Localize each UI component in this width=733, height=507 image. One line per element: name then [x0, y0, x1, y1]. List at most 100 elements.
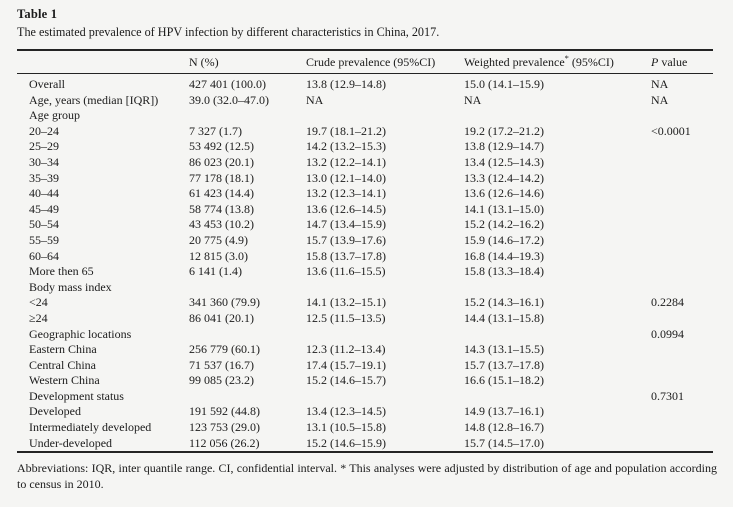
cell-n: 71 537 (16.7) — [189, 357, 254, 372]
cell-n: 86 023 (20.1) — [189, 154, 254, 169]
section-row: Body mass index — [17, 280, 713, 296]
cell-n: 20 775 (4.9) — [189, 232, 248, 247]
table-row: Intermediately developed 123 753 (29.0) 13… — [17, 420, 713, 436]
cell-p-value — [651, 108, 713, 124]
table-row: ≥24 86 041 (20.1) 12.5 (11.5–13.5) 14.4 (13… — [17, 311, 713, 327]
cell-crude-prevalence: 13.6 (12.6–14.5) — [306, 201, 386, 216]
table-row: Eastern China 256 779 (60.1) 12.3 (11.2–13… — [17, 342, 713, 358]
cell-crude-prevalence: 13.0 (12.1–14.0) — [306, 170, 386, 185]
cell-crude-prevalence: 12.3 (11.2–13.4) — [306, 342, 386, 357]
cell-p-value — [651, 342, 713, 358]
cell-weighted-prevalence: 13.4 (12.5–14.3) — [464, 154, 544, 169]
cell-crude-prevalence: 13.1 (10.5–15.8) — [306, 420, 386, 435]
table-row: Age, years (median [IQR]) 39.0 (32.0–47.0… — [17, 93, 713, 109]
section-row: Geographic locations 0.0994 — [17, 327, 713, 343]
cell-weighted-prevalence: 15.7 (13.7–17.8) — [464, 357, 544, 372]
cell-weighted-prevalence: 13.8 (12.9–14.7) — [464, 139, 544, 154]
cell-p-value — [651, 186, 713, 202]
cell-p-value — [651, 373, 713, 389]
column-header-weighted-suffix: (95%CI) — [568, 54, 614, 69]
table-row: 35–39 77 178 (18.1) 13.0 (12.1–14.0) 13.3 (… — [17, 171, 713, 187]
row-label: 20–24 — [29, 123, 59, 138]
cell-crude-prevalence: 19.7 (18.1–21.2) — [306, 123, 386, 138]
cell-weighted-prevalence: 19.2 (17.2–21.2) — [464, 123, 544, 138]
table-row: Under-developed 112 056 (26.2) 15.2 (14.6–… — [17, 436, 713, 453]
cell-weighted-prevalence: 14.3 (13.1–15.5) — [464, 342, 544, 357]
cell-crude-prevalence: 14.7 (13.4–15.9) — [306, 217, 386, 232]
column-header-n: N (%) — [189, 50, 306, 74]
row-label: Eastern China — [29, 342, 97, 357]
table-row: More then 65 6 141 (1.4) 13.6 (11.6–15.5) 1… — [17, 264, 713, 280]
cell-p-value — [651, 233, 713, 249]
cell-p-value — [651, 249, 713, 265]
cell-p-value: 0.2284 — [651, 295, 684, 310]
cell-n: 53 492 (12.5) — [189, 139, 254, 154]
row-label: <24 — [29, 295, 48, 310]
table-body: Overall 427 401 (100.0) 13.8 (12.9–14.8) 15… — [17, 74, 713, 453]
row-label: 55–59 — [29, 232, 59, 247]
cell-p-value — [651, 436, 713, 453]
cell-weighted-prevalence: 13.3 (12.4–14.2) — [464, 170, 544, 185]
row-label: 50–54 — [29, 217, 59, 232]
cell-n: 427 401 (100.0) — [189, 77, 266, 91]
row-label: 25–29 — [29, 139, 59, 154]
cell-weighted-prevalence: 14.9 (13.7–16.1) — [464, 404, 544, 419]
cell-weighted-prevalence — [464, 108, 651, 124]
cell-n: 43 453 (10.2) — [189, 217, 254, 232]
row-label: 30–34 — [29, 154, 59, 169]
cell-weighted-prevalence: 15.9 (14.6–17.2) — [464, 232, 544, 247]
table-row: Western China 99 085 (23.2) 15.2 (14.6–15.… — [17, 373, 713, 389]
cell-crude-prevalence: 14.2 (13.2–15.3) — [306, 139, 386, 154]
cell-n: 58 774 (13.8) — [189, 201, 254, 216]
cell-weighted-prevalence: NA — [464, 92, 482, 107]
column-header-crude-prevalence: Crude prevalence (95%CI) — [306, 50, 464, 74]
table-row: Central China 71 537 (16.7) 17.4 (15.7–19.… — [17, 358, 713, 374]
cell-weighted-prevalence: 14.1 (13.1–15.0) — [464, 201, 544, 216]
cell-weighted-prevalence: 14.8 (12.8–16.7) — [464, 420, 544, 435]
cell-crude-prevalence: 17.4 (15.7–19.1) — [306, 357, 386, 372]
cell-n — [189, 280, 306, 296]
cell-crude-prevalence — [306, 280, 464, 296]
cell-p-value: NA — [651, 92, 669, 107]
table-row: 30–34 86 023 (20.1) 13.2 (12.2–14.1) 13.4 (… — [17, 155, 713, 171]
row-label: 45–49 — [29, 201, 59, 216]
row-label: Under-developed — [29, 435, 113, 450]
table-row: 20–24 7 327 (1.7) 19.7 (18.1–21.2) 19.2 (17… — [17, 124, 713, 140]
row-label: Age, years (median [IQR]) — [29, 92, 159, 107]
row-label: Age group — [29, 108, 80, 123]
row-label: More then 65 — [29, 264, 94, 279]
cell-p-value: <0.0001 — [651, 123, 691, 138]
cell-n — [189, 108, 306, 124]
table-row: <24 341 360 (79.9) 14.1 (13.2–15.1) 15.2 (1… — [17, 295, 713, 311]
cell-p-value — [651, 171, 713, 187]
cell-p-value — [651, 217, 713, 233]
table-row: Developed 191 592 (44.8) 13.4 (12.3–14.5) 1… — [17, 404, 713, 420]
table-row: 55–59 20 775 (4.9) 15.7 (13.9–17.6) 15.9 (1… — [17, 233, 713, 249]
cell-n: 112 056 (26.2) — [189, 435, 260, 450]
cell-crude-prevalence: 13.4 (12.3–14.5) — [306, 404, 386, 419]
cell-n: 86 041 (20.1) — [189, 310, 254, 325]
row-label: Western China — [29, 373, 100, 388]
cell-n: 123 753 (29.0) — [189, 420, 260, 435]
table-header: N (%) Crude prevalence (95%CI) Weighted … — [17, 50, 713, 74]
table-title: Table 1 — [17, 7, 58, 21]
cell-crude-prevalence: NA — [306, 92, 324, 107]
column-header-crude-label: Crude prevalence (95%CI) — [306, 54, 436, 69]
table-row: Overall 427 401 (100.0) 13.8 (12.9–14.8) 15… — [17, 74, 713, 93]
cell-weighted-prevalence — [464, 389, 651, 405]
prevalence-table: N (%) Crude prevalence (95%CI) Weighted … — [17, 49, 713, 454]
table-row: 60–64 12 815 (3.0) 15.8 (13.7–17.8) 16.8 (1… — [17, 249, 713, 265]
cell-crude-prevalence: 13.2 (12.3–14.1) — [306, 186, 386, 201]
cell-n: 61 423 (14.4) — [189, 186, 254, 201]
cell-weighted-prevalence: 16.8 (14.4–19.3) — [464, 248, 544, 263]
section-row: Age group — [17, 108, 713, 124]
row-label: ≥24 — [29, 310, 48, 325]
cell-p-value — [651, 155, 713, 171]
cell-weighted-prevalence: 15.0 (14.1–15.9) — [464, 77, 544, 91]
row-label: Geographic locations — [29, 326, 132, 341]
cell-n — [189, 327, 306, 343]
cell-weighted-prevalence: 13.6 (12.6–14.6) — [464, 186, 544, 201]
cell-p-value — [651, 420, 713, 436]
cell-p-value — [651, 264, 713, 280]
cell-crude-prevalence — [306, 327, 464, 343]
